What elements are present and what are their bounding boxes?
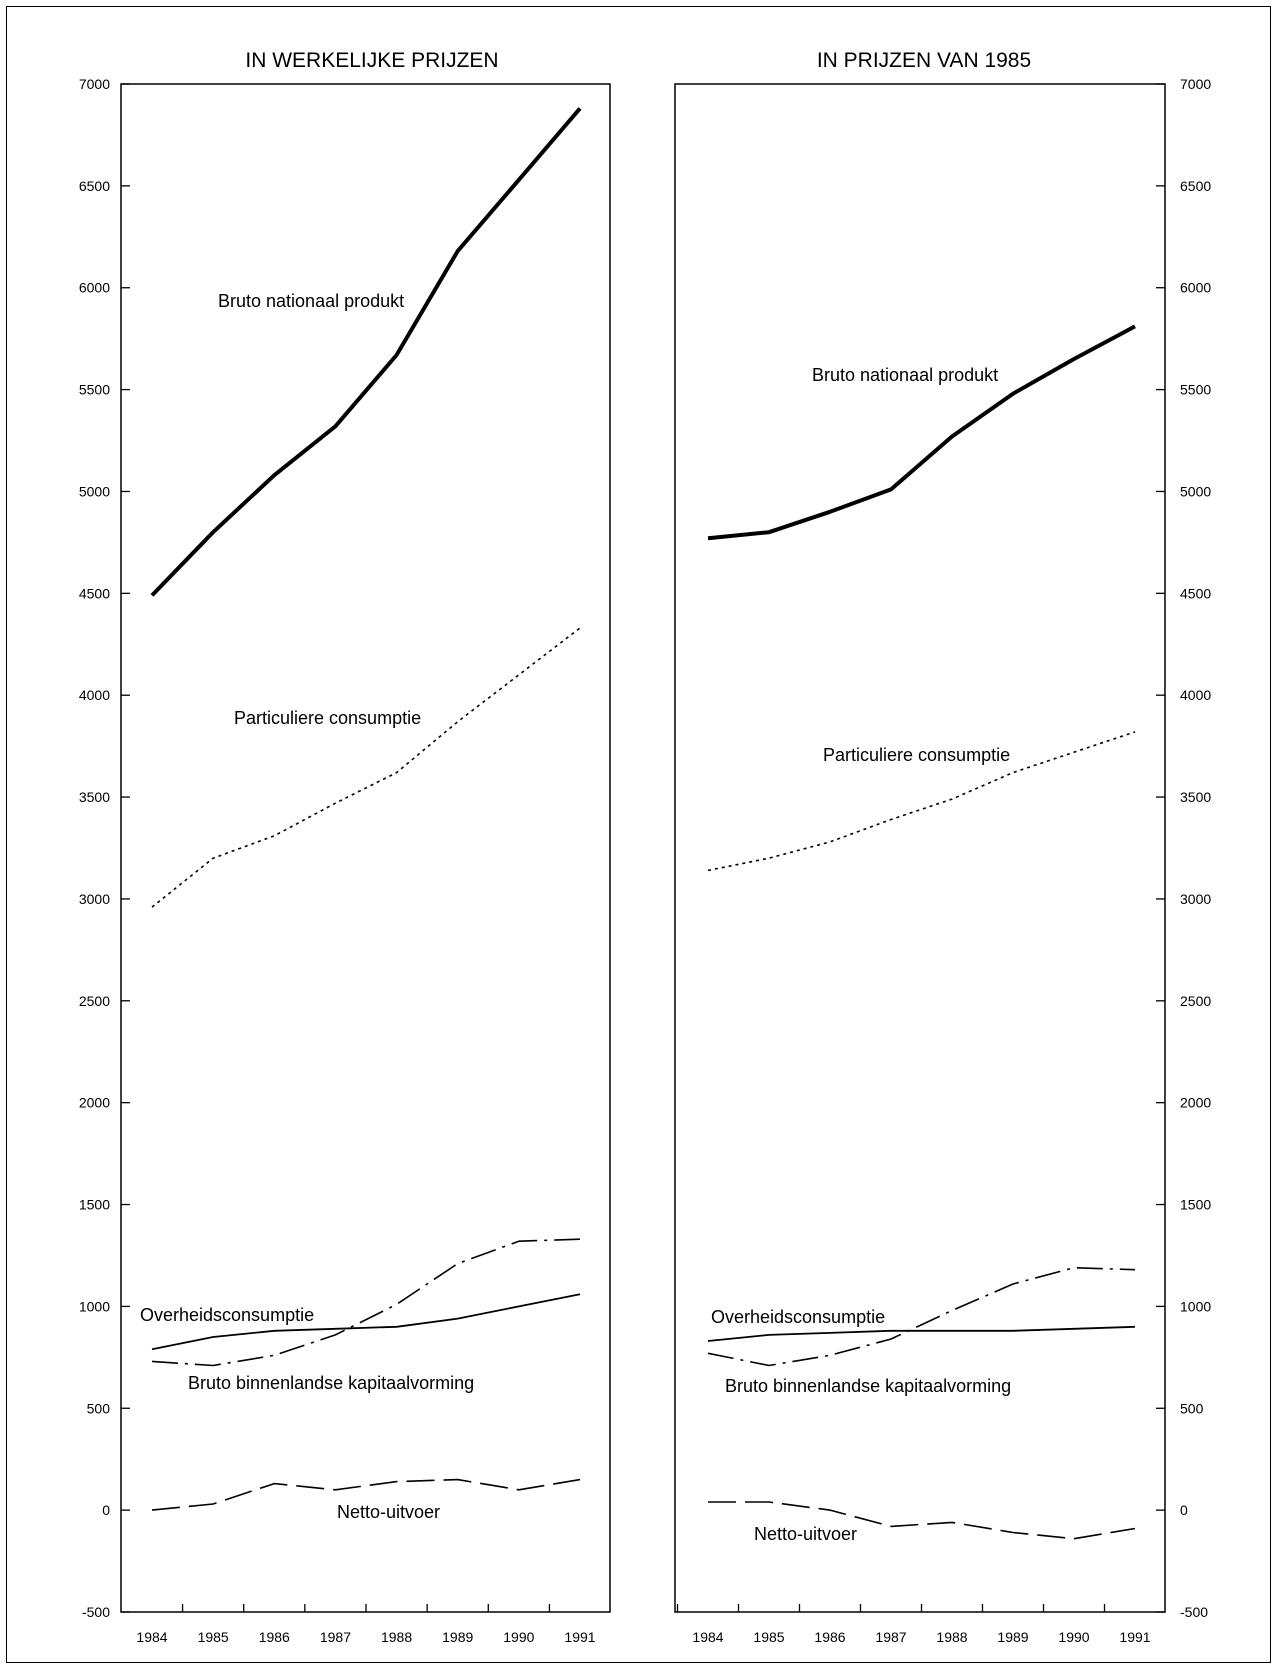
y-tick-label: 6000 bbox=[1180, 280, 1211, 296]
y-tick-label: 500 bbox=[1180, 1400, 1204, 1416]
x-tick-label: 1989 bbox=[442, 1629, 473, 1645]
series-label-netto-uitvoer: Netto-uitvoer bbox=[337, 1502, 440, 1522]
series-label-netto-uitvoer: Netto-uitvoer bbox=[754, 1524, 857, 1544]
y-tick-label: 5500 bbox=[1180, 382, 1211, 398]
x-tick-label: 1988 bbox=[936, 1629, 967, 1645]
series-line-netto-uitvoer bbox=[708, 1501, 1136, 1540]
y-tick-label: 2500 bbox=[79, 993, 110, 1009]
x-tick-label: 1984 bbox=[136, 1629, 167, 1645]
y-tick-label: 4000 bbox=[79, 687, 110, 703]
series-label-bruto-binnenlandse-kapitaalvorming: Bruto binnenlandse kapitaalvorming bbox=[188, 1373, 474, 1393]
y-tick-label: 4000 bbox=[1180, 687, 1211, 703]
y-tick-label: 1500 bbox=[79, 1197, 110, 1213]
x-tick-label: 1985 bbox=[753, 1629, 784, 1645]
x-tick-label: 1987 bbox=[875, 1629, 906, 1645]
series-label-overheidsconsumptie: Overheidsconsumptie bbox=[711, 1307, 885, 1327]
y-tick-label: 4500 bbox=[1180, 585, 1211, 601]
x-tick-label: 1986 bbox=[259, 1629, 290, 1645]
y-tick-label: 1000 bbox=[1180, 1298, 1211, 1314]
x-tick-label: 1989 bbox=[997, 1629, 1028, 1645]
x-tick-label: 1986 bbox=[814, 1629, 845, 1645]
chart-panel-2: IN PRIJZEN VAN 1985700065006000550050004… bbox=[674, 49, 1211, 1645]
chart-title: IN PRIJZEN VAN 1985 bbox=[817, 49, 1031, 72]
y-tick-label: 0 bbox=[1180, 1502, 1188, 1518]
y-tick-label: 6000 bbox=[79, 280, 110, 296]
series-line-bruto-nationaal-produkt bbox=[707, 324, 1136, 541]
y-tick-label: -500 bbox=[82, 1604, 110, 1620]
y-tick-label: 5000 bbox=[79, 483, 110, 499]
y-tick-label: 3500 bbox=[79, 789, 110, 805]
y-tick-label: 5500 bbox=[79, 382, 110, 398]
y-tick-label: 2000 bbox=[1180, 1095, 1211, 1111]
y-tick-label: 2500 bbox=[1180, 993, 1211, 1009]
x-tick-label: 1991 bbox=[564, 1629, 595, 1645]
x-tick-label: 1987 bbox=[320, 1629, 351, 1645]
series-label-overheidsconsumptie: Overheidsconsumptie bbox=[140, 1305, 314, 1325]
series-line-bruto-nationaal-produkt bbox=[150, 107, 582, 597]
x-tick-label: 1990 bbox=[503, 1629, 534, 1645]
series-line-overheidsconsumptie bbox=[707, 1325, 1136, 1342]
y-tick-label: 3000 bbox=[79, 891, 110, 907]
series-label-bruto-nationaal-produkt: Bruto nationaal produkt bbox=[218, 291, 404, 311]
x-tick-label: 1984 bbox=[692, 1629, 723, 1645]
y-tick-label: 1000 bbox=[79, 1298, 110, 1314]
x-tick-label: 1988 bbox=[381, 1629, 412, 1645]
y-tick-label: 3500 bbox=[1180, 789, 1211, 805]
y-tick-label: 6500 bbox=[79, 178, 110, 194]
y-tick-label: 1500 bbox=[1180, 1197, 1211, 1213]
series-line-overheidsconsumptie bbox=[151, 1293, 581, 1351]
series-label-bruto-nationaal-produkt: Bruto nationaal produkt bbox=[812, 365, 998, 385]
x-tick-label: 1985 bbox=[198, 1629, 229, 1645]
series-line-bruto-binnenlandse-kapitaalvorming bbox=[707, 1266, 1136, 1367]
series-label-bruto-binnenlandse-kapitaalvorming: Bruto binnenlandse kapitaalvorming bbox=[725, 1376, 1011, 1396]
series-label-particuliere-consumptie: Particuliere consumptie bbox=[823, 745, 1010, 765]
y-tick-label: 6500 bbox=[1180, 178, 1211, 194]
chart-title: IN WERKELIJKE PRIJZEN bbox=[245, 49, 498, 72]
x-tick-label: 1991 bbox=[1119, 1629, 1150, 1645]
y-tick-label: 0 bbox=[102, 1502, 110, 1518]
figure-frame bbox=[6, 6, 1271, 1663]
plot-area bbox=[674, 83, 1166, 1613]
y-tick-label: 4500 bbox=[79, 585, 110, 601]
chart-panel-1: IN WERKELIJKE PRIJZEN 7000 6500 6000 5500 500… bbox=[79, 49, 611, 1645]
y-tick-label: 7000 bbox=[1180, 76, 1211, 92]
series-line-particuliere-consumptie bbox=[151, 627, 581, 908]
y-tick-label: 7000 bbox=[79, 76, 110, 92]
y-tick-label: 3000 bbox=[1180, 891, 1211, 907]
y-tick-label: 2000 bbox=[79, 1095, 110, 1111]
series-label-particuliere-consumptie: Particuliere consumptie bbox=[234, 708, 421, 728]
series-line-bruto-binnenlandse-kapitaalvorming bbox=[151, 1238, 581, 1367]
x-tick-label: 1990 bbox=[1058, 1629, 1089, 1645]
y-tick-label: 5000 bbox=[1180, 483, 1211, 499]
series-line-particuliere-consumptie bbox=[707, 731, 1136, 872]
y-tick-label: -500 bbox=[1180, 1604, 1208, 1620]
y-tick-label: 500 bbox=[87, 1400, 111, 1416]
